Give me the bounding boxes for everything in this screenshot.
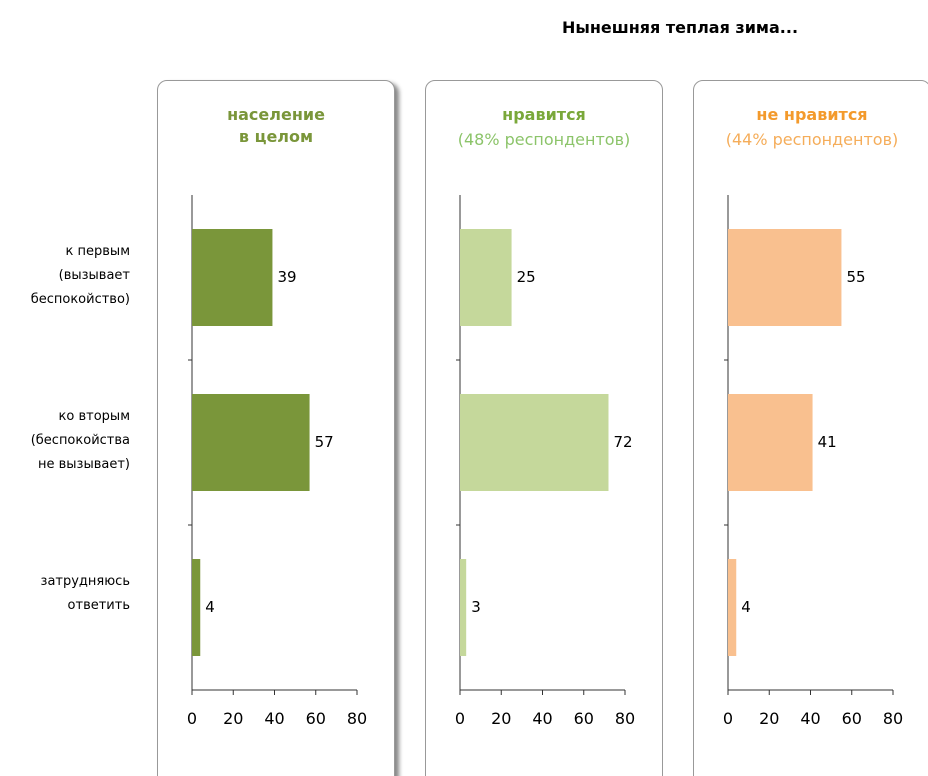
page-title: Нынешняя теплая зима... xyxy=(561,18,799,37)
x-tick-label: 60 xyxy=(573,709,594,728)
x-tick-label: 0 xyxy=(454,709,466,728)
value-label: 4 xyxy=(205,597,215,616)
panel-title: нравится xyxy=(502,105,586,124)
value-label: 41 xyxy=(817,432,837,451)
bar xyxy=(460,229,512,326)
bar xyxy=(460,559,467,656)
value-label: 25 xyxy=(516,267,536,286)
bar xyxy=(192,394,310,491)
bar xyxy=(192,559,201,656)
bar xyxy=(728,559,737,656)
bar xyxy=(192,229,273,326)
x-tick-label: 0 xyxy=(186,709,198,728)
x-tick-label: 60 xyxy=(305,709,326,728)
panel-subtitle: (48% респондентов) xyxy=(457,130,631,149)
x-tick-label: 40 xyxy=(532,709,553,728)
category-label: ко вторым (беспокойства не вызывает) xyxy=(30,408,130,472)
category-label: затрудняюсь ответить xyxy=(40,573,130,613)
value-label: 39 xyxy=(277,267,297,286)
panel-title: население в целом xyxy=(227,105,325,146)
panel-title: не нравится xyxy=(756,105,868,124)
value-label: 55 xyxy=(846,267,866,286)
bar xyxy=(728,229,842,326)
panel-subtitle: (44% респондентов) xyxy=(725,130,899,149)
x-tick-label: 0 xyxy=(722,709,734,728)
bar xyxy=(460,394,609,491)
x-tick-label: 80 xyxy=(882,709,904,728)
x-tick-label: 40 xyxy=(264,709,285,728)
value-label: 3 xyxy=(471,597,481,616)
x-tick-label: 20 xyxy=(759,709,780,728)
value-label: 72 xyxy=(613,432,633,451)
bar xyxy=(728,394,813,491)
x-tick-label: 40 xyxy=(800,709,821,728)
x-tick-label: 20 xyxy=(491,709,512,728)
x-tick-label: 80 xyxy=(346,709,368,728)
value-label: 4 xyxy=(741,597,751,616)
value-label: 57 xyxy=(314,432,334,451)
x-tick-label: 80 xyxy=(614,709,636,728)
x-tick-label: 60 xyxy=(841,709,862,728)
x-tick-label: 20 xyxy=(223,709,244,728)
category-label: к первым (вызывает беспокойство) xyxy=(30,243,130,307)
